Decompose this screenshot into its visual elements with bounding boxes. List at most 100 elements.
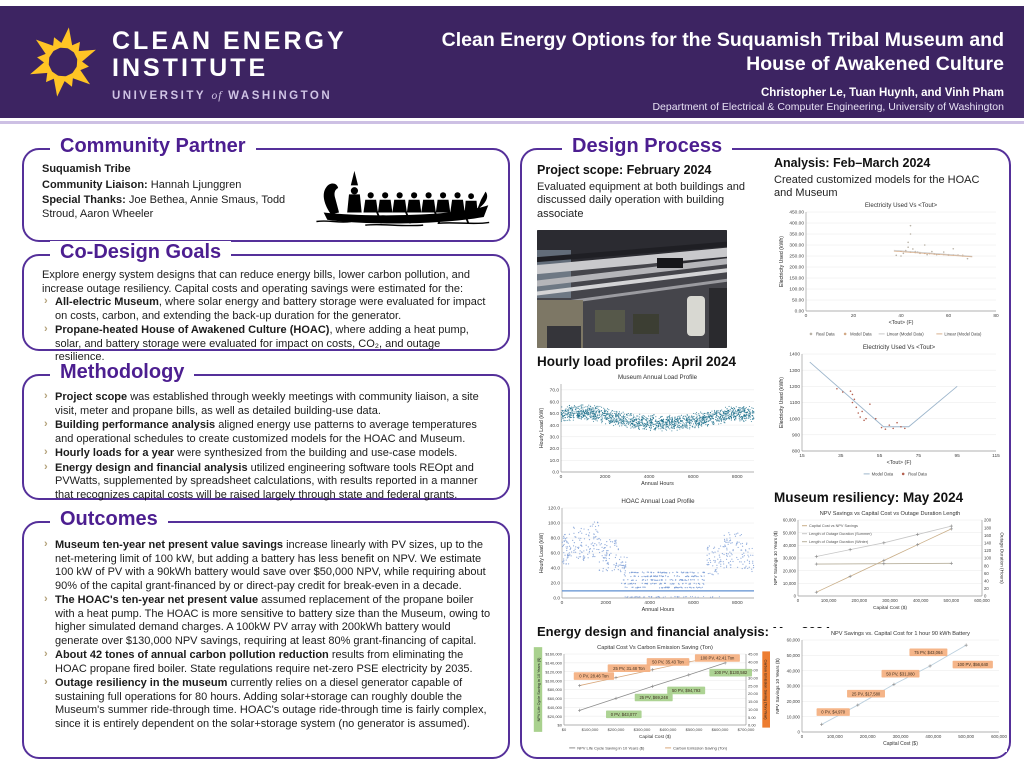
svg-text:95: 95 xyxy=(955,453,961,459)
svg-text:Hourly Load (kW): Hourly Load (kW) xyxy=(539,408,545,449)
methodology-title: Methodology xyxy=(50,361,195,384)
svg-text:25 PV, $17,580: 25 PV, $17,580 xyxy=(852,691,881,696)
svg-text:15: 15 xyxy=(799,453,805,459)
co-design-goals-intro: Explore energy system designs that can r… xyxy=(42,269,471,295)
svg-text:NPV Savings vs. Capital Cost f: NPV Savings vs. Capital Cost for 1 hour … xyxy=(831,631,970,637)
svg-text:55: 55 xyxy=(877,453,883,459)
hoac-electricity-scatter-chart: 800 900 1000 1100 1200 1300 1400 15 35 55 75 95 115 E… xyxy=(774,342,1004,478)
svg-text:Model Data: Model Data xyxy=(872,472,894,477)
svg-text:20.0: 20.0 xyxy=(551,581,561,587)
museum-resiliency-chart: 0 10,000 20,000 30,000 40,000 50,000 60,000 0 10… xyxy=(768,508,1006,616)
svg-text:100.00: 100.00 xyxy=(789,287,804,293)
community-partner-panel: Community Partner Suquamish Tribe Communi… xyxy=(22,135,510,242)
svg-text:$100,000: $100,000 xyxy=(582,727,599,732)
svg-text:Real Data: Real Data xyxy=(816,332,835,337)
svg-text:40.0: 40.0 xyxy=(550,423,560,429)
community-partner-text: Suquamish Tribe Community Liaison: Hannah… xyxy=(42,163,286,220)
svg-text:20: 20 xyxy=(984,586,989,591)
svg-text:50,000: 50,000 xyxy=(783,530,797,535)
svg-text:Linear (Model Data): Linear (Model Data) xyxy=(944,332,982,337)
svg-text:160: 160 xyxy=(984,533,992,538)
svg-text:Carbon Emission Saving (Ton): Carbon Emission Saving (Ton) xyxy=(673,746,728,751)
svg-text:1200: 1200 xyxy=(789,384,800,390)
svg-text:10.00: 10.00 xyxy=(748,707,759,712)
svg-text:HOAC Annual Load Profile: HOAC Annual Load Profile xyxy=(621,498,695,505)
svg-text:40: 40 xyxy=(898,313,904,319)
sunburst-logo-icon xyxy=(30,27,96,97)
svg-text:15.00: 15.00 xyxy=(748,699,759,704)
svg-text:20: 20 xyxy=(851,313,857,319)
svg-text:60,000: 60,000 xyxy=(783,518,797,523)
svg-text:0: 0 xyxy=(798,730,801,735)
svg-text:100.0: 100.0 xyxy=(548,521,560,527)
svg-text:35: 35 xyxy=(838,453,844,459)
svg-text:$100,000: $100,000 xyxy=(545,678,562,683)
svg-text:70.0: 70.0 xyxy=(550,388,560,394)
svg-text:450.00: 450.00 xyxy=(789,210,804,216)
svg-text:100 PV, 42.41 Ton: 100 PV, 42.41 Ton xyxy=(700,656,735,661)
svg-text:<Tout> (F): <Tout> (F) xyxy=(887,460,912,466)
poster-authors: Christopher Le, Tuan Huynh, and Vinh Pha… xyxy=(760,86,1004,99)
svg-text:$500,000: $500,000 xyxy=(686,727,703,732)
header-banner: CLEAN ENERGY INSTITUTE UNIVERSITY of WAS… xyxy=(0,6,1024,118)
svg-text:NPV Life Cycle Saving in 10 Ye: NPV Life Cycle Saving in 10 Years ($) xyxy=(577,746,645,751)
capital-cost-carbon-chart: $0 $20,000 $40,000 $60,000 $80,000 $100,000 $1… xyxy=(528,642,770,752)
svg-text:140: 140 xyxy=(984,541,992,546)
svg-text:$20,000: $20,000 xyxy=(548,714,563,719)
svg-text:0.0: 0.0 xyxy=(553,596,560,602)
svg-text:6000: 6000 xyxy=(688,600,699,606)
analysis-heading: Analysis: Feb–March 2024 xyxy=(774,156,931,170)
svg-text:600,000: 600,000 xyxy=(974,598,990,603)
svg-text:40,000: 40,000 xyxy=(783,543,797,548)
svg-text:Outage Duration (Hours): Outage Duration (Hours) xyxy=(1000,532,1005,584)
svg-text:80.0: 80.0 xyxy=(551,536,561,542)
museum-annual-load-chart: 0.0 10.0 20.0 30.0 40.0 50.0 60.0 70.0 0 2000 4000… xyxy=(534,372,762,492)
svg-text:25.00: 25.00 xyxy=(748,683,759,688)
svg-text:100 PV, $130,582: 100 PV, $130,582 xyxy=(714,670,748,675)
svg-text:30,000: 30,000 xyxy=(783,556,797,561)
svg-text:50.00: 50.00 xyxy=(792,298,804,304)
svg-text:45.00: 45.00 xyxy=(748,652,759,657)
svg-text:2000: 2000 xyxy=(600,600,611,606)
svg-text:60.0: 60.0 xyxy=(550,399,560,405)
resiliency-heading: Museum resiliency: May 2024 xyxy=(774,490,964,505)
logo-university: UNIVERSITY of WASHINGTON xyxy=(112,90,333,102)
svg-text:500,000: 500,000 xyxy=(944,598,960,603)
project-scope-heading: Project scope: February 2024 xyxy=(537,163,712,177)
svg-text:$700,000: $700,000 xyxy=(738,727,755,732)
svg-text:$400,000: $400,000 xyxy=(660,727,677,732)
svg-text:60.0: 60.0 xyxy=(551,551,561,557)
svg-text:50 PV, $94,793: 50 PV, $94,793 xyxy=(672,688,701,693)
hourly-load-heading: Hourly load profiles: April 2024 xyxy=(537,354,737,369)
svg-text:0 PV, 28.46 Ton: 0 PV, 28.46 Ton xyxy=(579,674,609,679)
svg-text:200.00: 200.00 xyxy=(789,265,804,271)
svg-text:Electricity Used (kWh): Electricity Used (kWh) xyxy=(779,377,785,428)
svg-text:1000: 1000 xyxy=(789,416,800,422)
svg-text:200: 200 xyxy=(984,518,992,523)
svg-text:40.0: 40.0 xyxy=(551,566,561,572)
svg-text:115: 115 xyxy=(992,453,1000,459)
svg-text:Electricity Used (kWh): Electricity Used (kWh) xyxy=(779,236,785,287)
svg-text:8000: 8000 xyxy=(732,600,743,606)
svg-text:5.00: 5.00 xyxy=(748,715,757,720)
svg-text:$120,000: $120,000 xyxy=(545,669,562,674)
svg-text:Museum Annual Load Profile: Museum Annual Load Profile xyxy=(618,374,698,381)
svg-text:500,000: 500,000 xyxy=(958,734,974,739)
canoe-artwork xyxy=(316,170,490,227)
svg-text:40: 40 xyxy=(984,579,989,584)
svg-text:<Tout> (F): <Tout> (F) xyxy=(889,320,914,326)
svg-text:1100: 1100 xyxy=(790,400,801,406)
svg-text:Capital Cost ($): Capital Cost ($) xyxy=(883,741,918,747)
outcomes-title: Outcomes xyxy=(50,508,168,531)
svg-text:50.0: 50.0 xyxy=(550,411,560,417)
svg-text:Length of Outage Duration (Sum: Length of Outage Duration (Summer) xyxy=(809,532,872,536)
svg-text:0: 0 xyxy=(794,594,797,599)
svg-text:0: 0 xyxy=(561,600,564,606)
svg-text:0: 0 xyxy=(805,313,808,319)
logo-line2: INSTITUTE xyxy=(112,53,269,82)
svg-text:0: 0 xyxy=(560,474,563,480)
svg-text:75 PV, $43,064: 75 PV, $43,064 xyxy=(914,650,943,655)
svg-text:Model Data: Model Data xyxy=(850,332,872,337)
svg-text:10.0: 10.0 xyxy=(550,458,560,464)
svg-text:900: 900 xyxy=(792,433,800,439)
